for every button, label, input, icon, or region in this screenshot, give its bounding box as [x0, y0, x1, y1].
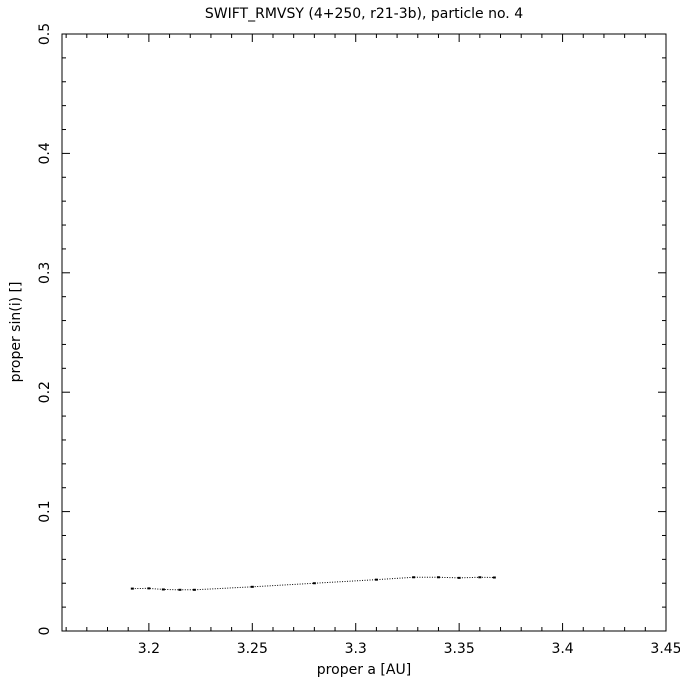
x-tick-label: 3.25 [237, 641, 268, 657]
x-axis-label: proper a [AU] [317, 662, 411, 678]
y-tick-label: 0.2 [37, 381, 53, 403]
y-tick-label: 0.3 [37, 262, 53, 284]
plot-frame [61, 33, 667, 632]
data-point [457, 576, 461, 579]
y-tick-label: 0.1 [37, 500, 53, 522]
data-point [436, 576, 440, 579]
chart-title: SWIFT_RMVSY (4+250, r21-3b), particle no… [205, 6, 523, 22]
y-tick-label: 0.4 [37, 142, 53, 164]
data-point [192, 588, 196, 591]
y-tick-label: 0.5 [37, 23, 53, 45]
data-point [312, 582, 316, 585]
data-point [374, 578, 378, 581]
data-point [161, 588, 165, 591]
data-point [492, 576, 496, 579]
x-tick-label: 3.45 [650, 641, 680, 657]
x-tick-label: 3.4 [551, 641, 573, 657]
data-point [250, 585, 254, 588]
x-tick-label: 3.3 [345, 641, 367, 657]
y-tick-label: 0 [37, 627, 53, 636]
data-point [130, 587, 134, 590]
x-tick-label: 3.2 [138, 641, 160, 657]
data-point [412, 576, 416, 579]
data-point [178, 588, 182, 591]
x-tick-label: 3.35 [444, 641, 475, 657]
data-point [147, 587, 151, 590]
y-axis-label: proper sin(i) [] [8, 282, 24, 383]
data-point [478, 576, 482, 579]
